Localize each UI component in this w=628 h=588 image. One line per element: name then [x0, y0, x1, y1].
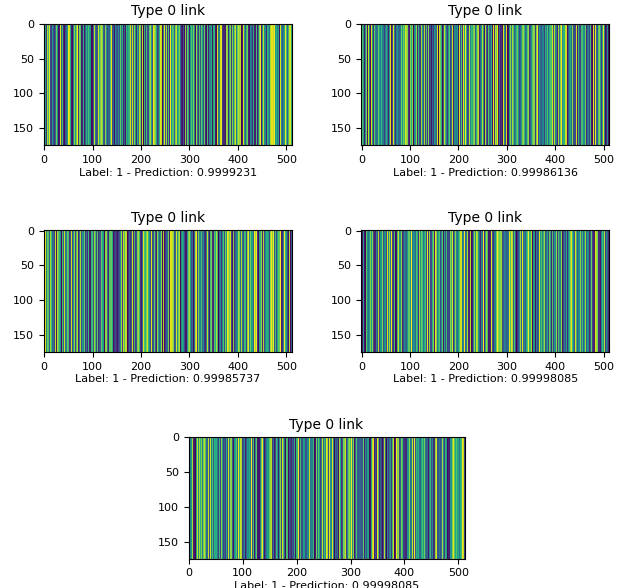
Title: Type 0 link: Type 0 link — [448, 211, 522, 225]
Title: Type 0 link: Type 0 link — [131, 211, 205, 225]
X-axis label: Label: 1 - Prediction: 0.99998085: Label: 1 - Prediction: 0.99998085 — [392, 375, 578, 385]
X-axis label: Label: 1 - Prediction: 0.99986136: Label: 1 - Prediction: 0.99986136 — [392, 168, 578, 178]
X-axis label: Label: 1 - Prediction: 0.99998085: Label: 1 - Prediction: 0.99998085 — [234, 581, 419, 588]
Title: Type 0 link: Type 0 link — [131, 4, 205, 18]
X-axis label: Label: 1 - Prediction: 0.9999231: Label: 1 - Prediction: 0.9999231 — [79, 168, 257, 178]
X-axis label: Label: 1 - Prediction: 0.99985737: Label: 1 - Prediction: 0.99985737 — [75, 375, 261, 385]
Title: Type 0 link: Type 0 link — [290, 417, 364, 432]
Title: Type 0 link: Type 0 link — [448, 4, 522, 18]
